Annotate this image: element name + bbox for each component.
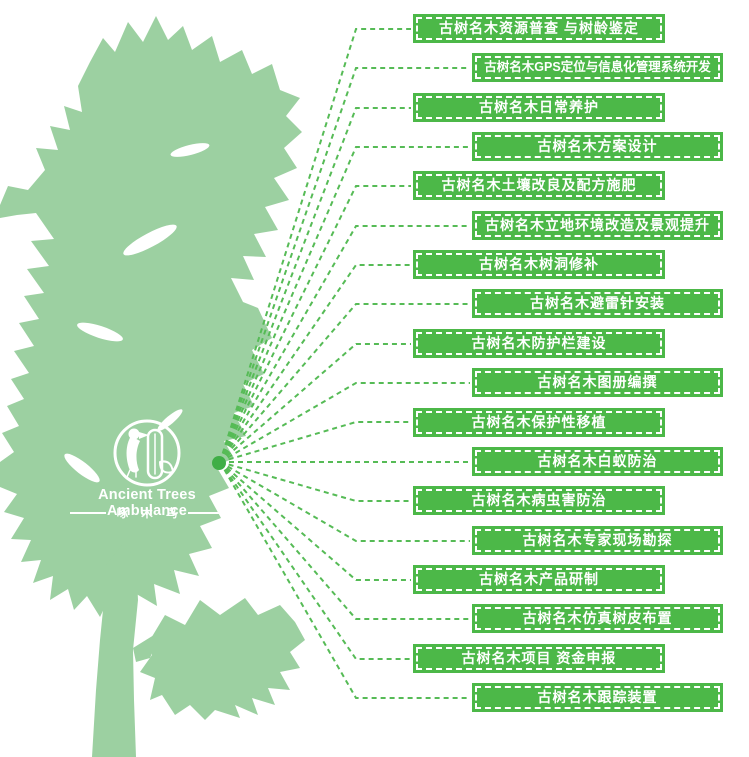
logo-subtitle: 啄 木 鸟 bbox=[116, 508, 183, 520]
connector-line bbox=[219, 303, 470, 463]
hub-dot bbox=[212, 456, 226, 470]
service-label: 古树名木土壤改良及配方施肥 bbox=[441, 177, 637, 193]
connector-line bbox=[219, 28, 411, 463]
service-label: 古树名木跟踪装置 bbox=[537, 689, 658, 705]
connector-line bbox=[219, 461, 411, 502]
service-label: 古树名木保护性移植 bbox=[471, 414, 607, 430]
service-banner-tracking-device: 古树名木跟踪装置 bbox=[472, 683, 723, 712]
woodpecker-logo-icon bbox=[113, 419, 181, 487]
service-label: 古树名木避雷针安装 bbox=[530, 295, 665, 311]
connector-line bbox=[219, 461, 470, 699]
logo-subtitle-row: 啄 木 鸟 bbox=[70, 505, 225, 521]
service-banner-atlas-compilation: 古树名木图册编撰 bbox=[472, 368, 723, 397]
service-banner-guard-fence: 古树名木防护栏建设 bbox=[413, 329, 665, 358]
logo-title: Ancient Trees Ambulance bbox=[98, 487, 196, 519]
service-banner-soil-improvement: 古树名木土壤改良及配方施肥 bbox=[413, 171, 665, 200]
service-banner-site-environment: 古树名木立地环境改造及景观提升 bbox=[472, 211, 723, 240]
service-banner-hollow-repair: 古树名木树洞修补 bbox=[413, 250, 665, 279]
service-label: 古树名木仿真树皮布置 bbox=[522, 610, 673, 626]
service-banner-resource-survey: 古树名木资源普查 与树龄鉴定 bbox=[413, 14, 665, 43]
connector-line bbox=[219, 382, 470, 463]
service-label: 古树名木资源普查 与树龄鉴定 bbox=[439, 20, 639, 36]
service-label: 古树名木项目 资金申报 bbox=[461, 650, 617, 666]
service-label: 古树名木图册编撰 bbox=[537, 374, 658, 390]
service-label: 古树名木专家现场勘探 bbox=[522, 532, 673, 548]
tree-lower-foliage bbox=[140, 598, 305, 720]
connector-line bbox=[219, 225, 470, 463]
service-banner-funding-application: 古树名木项目 资金申报 bbox=[413, 644, 665, 673]
subtitle-rule-right bbox=[188, 512, 225, 514]
connector-line bbox=[219, 146, 470, 463]
service-label: 古树名木树洞修补 bbox=[479, 256, 599, 272]
connector-lines bbox=[219, 28, 470, 699]
service-banner-product-development: 古树名木产品研制 bbox=[413, 565, 665, 594]
service-banner-termite-control: 古树名木白蚁防治 bbox=[472, 447, 723, 476]
service-label: 古树名木防护栏建设 bbox=[471, 335, 607, 351]
service-label: 古树名木立地环境改造及景观提升 bbox=[485, 217, 710, 233]
service-label: 古树名木病虫害防治 bbox=[471, 492, 607, 508]
tree-silhouette bbox=[0, 16, 305, 757]
service-label: 古树名木日常养护 bbox=[479, 99, 599, 115]
service-banner-gps-system: 古树名木GPS定位与信息化管理系统开发 bbox=[472, 53, 723, 82]
connector-line bbox=[219, 461, 470, 620]
service-banner-lightning-rod: 古树名木避雷针安装 bbox=[472, 289, 723, 318]
service-banner-plan-design: 古树名木方案设计 bbox=[472, 132, 723, 161]
connector-line bbox=[219, 67, 470, 463]
connector-line bbox=[219, 461, 411, 581]
connector-line bbox=[219, 461, 470, 542]
service-banner-expert-survey: 古树名木专家现场勘探 bbox=[472, 526, 723, 555]
service-label: 古树名木白蚁防治 bbox=[537, 453, 658, 469]
service-banner-faux-bark: 古树名木仿真树皮布置 bbox=[472, 604, 723, 633]
service-banner-pest-control: 古树名木病虫害防治 bbox=[413, 486, 665, 515]
connector-line bbox=[219, 421, 411, 463]
tree-trunk bbox=[92, 545, 138, 757]
service-banner-daily-care: 古树名木日常养护 bbox=[413, 93, 665, 122]
subtitle-rule-left bbox=[70, 512, 106, 514]
service-banner-protective-transplant: 古树名木保护性移植 bbox=[413, 408, 665, 437]
service-label: 古树名木产品研制 bbox=[479, 571, 599, 587]
connector-line bbox=[219, 343, 411, 463]
connector-line bbox=[219, 107, 411, 463]
service-label: 古树名木GPS定位与信息化管理系统开发 bbox=[484, 60, 711, 74]
connector-line bbox=[219, 185, 411, 463]
service-label: 古树名木方案设计 bbox=[537, 138, 658, 154]
